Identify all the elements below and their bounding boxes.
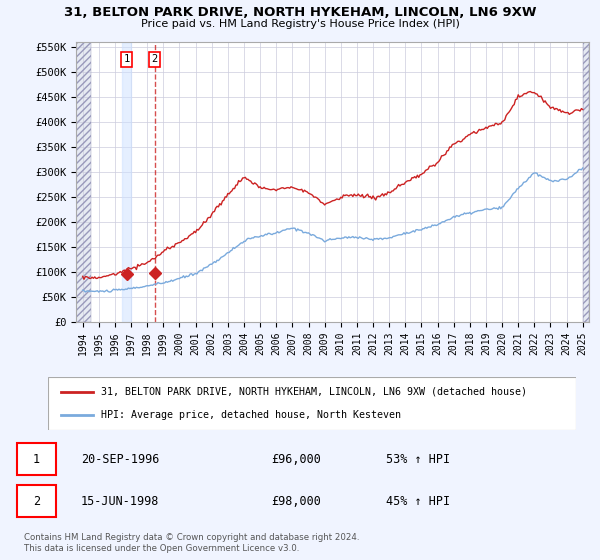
Text: 31, BELTON PARK DRIVE, NORTH HYKEHAM, LINCOLN, LN6 9XW: 31, BELTON PARK DRIVE, NORTH HYKEHAM, LI… xyxy=(64,6,536,18)
Text: 1: 1 xyxy=(124,54,130,64)
Bar xyxy=(76,42,91,322)
Text: 45% ↑ HPI: 45% ↑ HPI xyxy=(386,494,451,508)
Bar xyxy=(583,42,589,322)
Bar xyxy=(17,443,56,475)
Text: 2: 2 xyxy=(32,494,40,508)
Text: 31, BELTON PARK DRIVE, NORTH HYKEHAM, LINCOLN, LN6 9XW (detached house): 31, BELTON PARK DRIVE, NORTH HYKEHAM, LI… xyxy=(101,386,527,396)
Bar xyxy=(17,485,56,517)
Text: 2: 2 xyxy=(151,54,158,64)
Text: 1: 1 xyxy=(32,453,40,466)
Bar xyxy=(583,42,589,322)
Text: 53% ↑ HPI: 53% ↑ HPI xyxy=(386,453,451,466)
Text: HPI: Average price, detached house, North Kesteven: HPI: Average price, detached house, Nort… xyxy=(101,410,401,421)
Text: 15-JUN-1998: 15-JUN-1998 xyxy=(81,494,160,508)
Text: Contains HM Land Registry data © Crown copyright and database right 2024.
This d: Contains HM Land Registry data © Crown c… xyxy=(24,533,359,553)
Text: Price paid vs. HM Land Registry's House Price Index (HPI): Price paid vs. HM Land Registry's House … xyxy=(140,19,460,29)
Text: £98,000: £98,000 xyxy=(271,494,321,508)
Text: £96,000: £96,000 xyxy=(271,453,321,466)
Text: 20-SEP-1996: 20-SEP-1996 xyxy=(81,453,160,466)
Bar xyxy=(122,42,131,322)
Bar xyxy=(76,42,91,322)
